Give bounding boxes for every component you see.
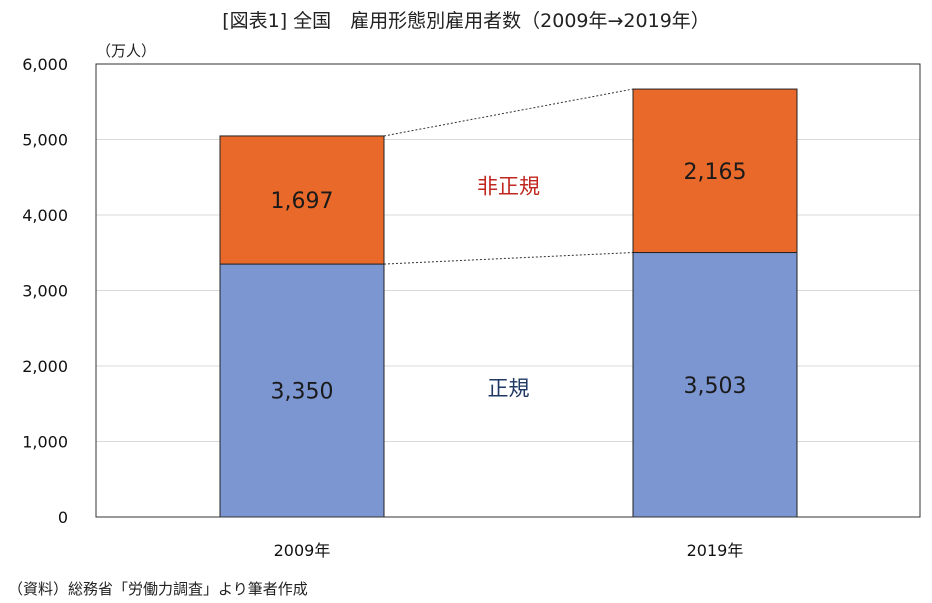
x-tick-label: 2009年 bbox=[274, 541, 331, 560]
bars bbox=[219, 88, 798, 518]
value-label: 2,165 bbox=[684, 160, 747, 185]
y-tick-label: 4,000 bbox=[22, 206, 68, 225]
y-axis-ticks: 0 1,000 2,000 3,000 4,000 5,000 6,000 bbox=[22, 55, 68, 527]
y-tick-label: 6,000 bbox=[22, 55, 68, 74]
plot-frame bbox=[95, 63, 921, 518]
y-tick-label: 0 bbox=[58, 508, 68, 527]
x-axis-labels: 2009年 2019年 bbox=[274, 541, 744, 560]
y-tick-label: 1,000 bbox=[22, 433, 68, 452]
value-labels: 3,350 1,697 3,503 2,165 bbox=[271, 160, 747, 405]
value-label: 3,350 bbox=[271, 380, 334, 405]
bar-segment bbox=[632, 88, 798, 254]
bar-segment bbox=[219, 263, 385, 518]
y-tick-label: 3,000 bbox=[22, 282, 68, 301]
connector-line bbox=[383, 88, 634, 137]
connector-line bbox=[383, 252, 634, 265]
series-label: 非正規 bbox=[477, 174, 540, 198]
chart-title: [図表1] 全国 雇用形態別雇用者数（2009年→2019年） bbox=[222, 10, 710, 32]
y-tick-label: 2,000 bbox=[22, 357, 68, 376]
y-tick-label: 5,000 bbox=[22, 131, 68, 150]
connector-lines bbox=[383, 88, 634, 265]
value-label: 1,697 bbox=[271, 189, 334, 214]
y-axis-unit: （万人） bbox=[96, 42, 157, 60]
series-label: 正規 bbox=[488, 377, 530, 401]
bar-segment bbox=[219, 135, 385, 265]
value-label: 3,503 bbox=[684, 374, 747, 399]
source-note: （資料）総務省「労働力調査」より筆者作成 bbox=[8, 580, 308, 598]
x-tick-label: 2019年 bbox=[687, 541, 744, 560]
